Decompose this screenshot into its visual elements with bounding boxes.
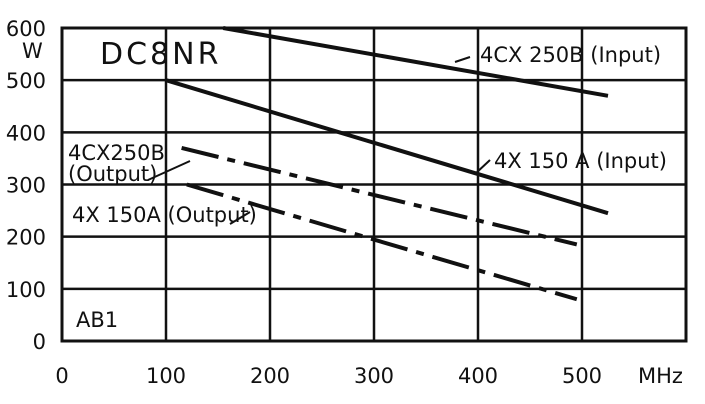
series-line-3 xyxy=(186,182,578,302)
y-tick-label: 600 xyxy=(6,17,46,41)
leader-4x150a-output xyxy=(229,211,251,225)
series-lines xyxy=(165,26,609,302)
leader-lines xyxy=(147,56,491,225)
x-axis-unit: MHz xyxy=(638,364,683,388)
series-line-1 xyxy=(165,78,609,216)
x-tick-label: 200 xyxy=(250,364,290,388)
y-tick-label: 100 xyxy=(6,278,46,302)
y-tick-label: 400 xyxy=(6,121,46,145)
plot-frame xyxy=(60,26,688,343)
series-line-2 xyxy=(181,146,578,247)
series-label-4x150a-input: 4X 150 A (Input) xyxy=(494,149,667,173)
y-tick-label: 200 xyxy=(6,226,46,250)
leader-4cx250b-output xyxy=(147,160,191,181)
series-label-4cx250b-output: 4CX250B (Output) xyxy=(68,141,165,186)
series-label-4x150a-output: 4X 150A (Output) xyxy=(72,203,257,227)
svg-text:4X 150A (Output): 4X 150A (Output) xyxy=(72,203,257,227)
x-tick-label: 400 xyxy=(458,364,498,388)
y-tick-label: 500 xyxy=(6,69,46,93)
grid xyxy=(62,28,686,341)
class-annotation: AB1 xyxy=(76,308,118,332)
svg-text:4X 150 A (Input): 4X 150 A (Input) xyxy=(494,149,667,173)
series-line-0 xyxy=(222,26,609,98)
x-tick-label: 300 xyxy=(354,364,394,388)
y-tick-label: 300 xyxy=(6,174,46,198)
y-tick-label: 0 xyxy=(33,330,46,354)
svg-text:4CX250B: 4CX250B xyxy=(68,141,165,165)
leader-4cx250b-input xyxy=(454,56,471,63)
svg-text:(Output): (Output) xyxy=(68,162,157,186)
leader-4x150a-input xyxy=(474,159,491,175)
series-label-4cx250b-input: 4CX 250B (Input) xyxy=(480,43,661,67)
svg-text:4CX 250B (Input): 4CX 250B (Input) xyxy=(480,43,661,67)
x-tick-label: 100 xyxy=(146,364,186,388)
x-tick-label: 0 xyxy=(55,364,68,388)
chart-title: DC8NR xyxy=(100,37,221,72)
y-axis-unit: W xyxy=(22,39,43,63)
x-tick-label: 500 xyxy=(562,364,602,388)
tick-labels: 0 100 200 300 400 500 600 500 400 300 200 100 0 xyxy=(6,17,602,388)
